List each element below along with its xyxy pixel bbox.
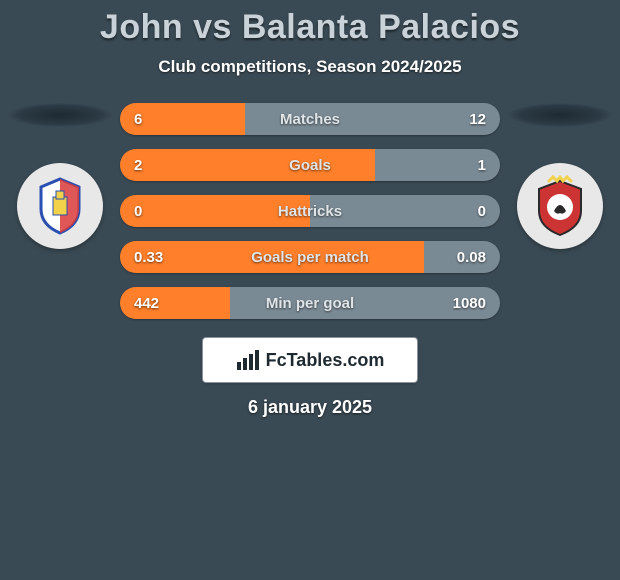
crest-shadow	[508, 103, 612, 127]
stat-row: 0.33Goals per match0.08	[120, 241, 500, 273]
stat-row: 6Matches12	[120, 103, 500, 135]
left-team-crest	[17, 163, 103, 249]
bars-icon	[236, 350, 260, 370]
stat-label: Goals	[120, 157, 500, 174]
stat-overlay: 0.33Goals per match0.08	[120, 241, 500, 273]
main-row: 6Matches12 2Goals1 0Hattricks0 0.33Goals pe…	[0, 103, 620, 333]
date-text: 6 january 2025	[0, 397, 620, 418]
stat-overlay: 6Matches12	[120, 103, 500, 135]
crest-icon	[29, 175, 91, 237]
left-crest-column	[4, 103, 116, 249]
brand-box: FcTables.com	[202, 337, 418, 383]
stat-label: Goals per match	[120, 249, 500, 266]
stat-row: 442Min per goal1080	[120, 287, 500, 319]
crest-shadow	[8, 103, 112, 127]
stat-row: 0Hattricks0	[120, 195, 500, 227]
infographic-root: John vs Balanta Palacios Club competitio…	[0, 0, 620, 418]
stat-row: 2Goals1	[120, 149, 500, 181]
stats-panel: 6Matches12 2Goals1 0Hattricks0 0.33Goals pe…	[116, 103, 504, 333]
right-team-crest	[517, 163, 603, 249]
stat-label: Hattricks	[120, 203, 500, 220]
crest-icon	[529, 175, 591, 237]
stat-label: Matches	[120, 111, 500, 128]
stat-overlay: 2Goals1	[120, 149, 500, 181]
page-title: John vs Balanta Palacios	[0, 8, 620, 47]
stat-label: Min per goal	[120, 295, 500, 312]
brand-text: FcTables.com	[266, 350, 385, 371]
stat-overlay: 442Min per goal1080	[120, 287, 500, 319]
subtitle: Club competitions, Season 2024/2025	[0, 57, 620, 77]
right-crest-column	[504, 103, 616, 249]
stat-overlay: 0Hattricks0	[120, 195, 500, 227]
